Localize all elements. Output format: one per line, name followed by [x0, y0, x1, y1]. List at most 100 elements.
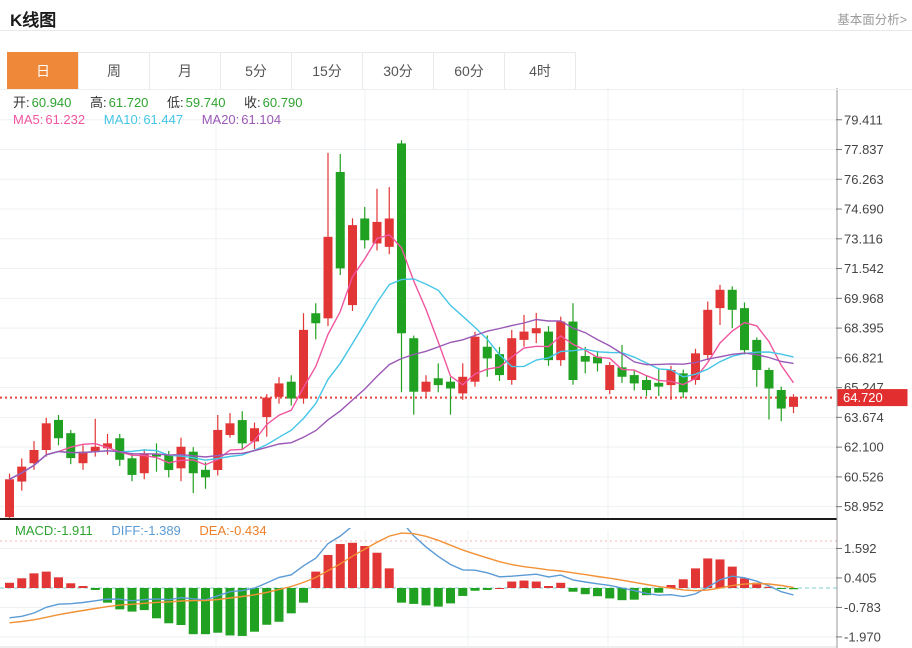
candle-up — [213, 429, 223, 471]
axis-tick-label: -0.783 — [844, 600, 881, 615]
macd-legend: MACD:-1.911 DIFF:-1.389 DEA:-0.434 — [15, 523, 282, 538]
candle-up — [90, 446, 100, 452]
candle-up — [41, 423, 51, 450]
tab-day[interactable]: 日 — [7, 52, 79, 90]
diff-line — [9, 528, 794, 619]
fundamental-analysis-link[interactable]: 基本面分析> — [837, 13, 907, 27]
macd-bar-negative — [568, 588, 578, 592]
axis-tick-label: 66.821 — [844, 350, 884, 365]
macd-bar-positive — [531, 581, 541, 588]
tabbar-divider — [0, 89, 912, 90]
macd-bar-positive — [5, 582, 14, 588]
axis-tick-label: 63.674 — [844, 410, 884, 425]
macd-bar-negative — [90, 588, 100, 590]
macd-bar-positive — [372, 552, 382, 588]
dea-value: -0.434 — [229, 523, 267, 538]
macd-bar-negative — [642, 588, 651, 596]
candle-down — [409, 338, 419, 392]
macd-bar-positive — [666, 585, 676, 588]
macd-bar-positive — [519, 580, 529, 588]
macd-bar-negative — [482, 588, 492, 590]
macd-bar-negative — [250, 588, 259, 632]
macd-bar-negative — [164, 588, 174, 624]
macd-bars-group — [5, 542, 798, 636]
axis-tick-label: 76.263 — [844, 172, 884, 187]
candle-down — [593, 356, 602, 364]
macd-bar-negative — [776, 588, 786, 589]
ma5-line — [9, 234, 795, 480]
candle-down — [495, 354, 504, 376]
axis-tick-label: 73.116 — [844, 231, 883, 246]
candle-up — [519, 331, 529, 340]
candle-down — [201, 469, 210, 478]
candle-down — [446, 381, 455, 389]
tab-60min[interactable]: 60分 — [433, 52, 505, 90]
tab-30min[interactable]: 30分 — [362, 52, 434, 90]
macd-bar-negative — [201, 588, 210, 635]
candle-down — [127, 458, 137, 475]
open-label: 开: — [13, 95, 30, 110]
candle-up — [78, 451, 88, 464]
macd-bar-negative — [433, 588, 443, 607]
axis-tick-label: 60.526 — [844, 469, 884, 484]
axis-tick-label: 68.395 — [844, 321, 884, 336]
candle-down — [286, 381, 296, 399]
ma-legend: MA5: 61.232 MA10: 61.447 MA20: 61.104 — [13, 112, 296, 127]
tab-15min[interactable]: 15分 — [291, 52, 363, 90]
candles-group — [5, 140, 798, 519]
axis-tick-label: 0.405 — [844, 570, 877, 585]
macd-bar-negative — [446, 588, 455, 604]
macd-bar-positive — [544, 586, 553, 588]
ma10-label: MA10: — [103, 112, 142, 127]
axis-tick-label: 69.968 — [844, 291, 884, 306]
candle-down — [311, 313, 321, 324]
ma-lines-group — [9, 234, 795, 480]
macd-bar-negative — [274, 588, 284, 622]
candle-up — [715, 289, 725, 309]
candle-up — [691, 353, 700, 380]
candle-up — [250, 428, 259, 442]
macd-bar-negative — [213, 588, 223, 633]
candle-up — [274, 383, 284, 397]
macd-bar-negative — [629, 588, 639, 600]
open-value: 60.940 — [31, 95, 72, 110]
macd-bar-positive — [727, 566, 737, 588]
candle-down — [764, 369, 774, 389]
macd-bar-positive — [66, 583, 76, 588]
macd-bar-positive — [703, 558, 713, 588]
tab-5min[interactable]: 5分 — [220, 52, 292, 90]
candle-up — [789, 396, 798, 407]
candle-down — [237, 420, 247, 444]
candle-up — [323, 236, 333, 319]
axis-tick-label: 74.690 — [844, 202, 884, 217]
candle-up — [348, 225, 357, 306]
candle-up — [225, 423, 235, 436]
macd-bar-positive — [764, 586, 774, 588]
macd-label: MACD: — [15, 523, 57, 538]
last-price-badge — [837, 389, 908, 407]
macd-bar-negative — [225, 588, 235, 636]
macd-bar-negative — [262, 588, 272, 625]
candle-down — [617, 367, 627, 377]
tab-month[interactable]: 月 — [149, 52, 221, 90]
macd-bar-positive — [41, 571, 51, 588]
candle-down — [397, 143, 406, 334]
tab-4hour[interactable]: 4时 — [504, 52, 576, 90]
axis-tick-label: -1.970 — [844, 629, 881, 644]
ma20-line — [9, 318, 794, 480]
candle-down — [66, 433, 76, 459]
macd-bar-positive — [495, 588, 504, 589]
ma20-label: MA20: — [201, 112, 240, 127]
diff-value: -1.389 — [143, 523, 181, 538]
candle-down — [188, 451, 198, 474]
macd-bar-negative — [593, 588, 602, 597]
macd-bar-positive — [678, 579, 688, 588]
candle-down — [482, 346, 492, 359]
candle-down — [335, 171, 345, 269]
axis-tick-label: 62.100 — [844, 440, 884, 455]
tab-week[interactable]: 周 — [78, 52, 150, 90]
macd-bar-negative — [176, 588, 186, 626]
candle-down — [152, 453, 161, 457]
